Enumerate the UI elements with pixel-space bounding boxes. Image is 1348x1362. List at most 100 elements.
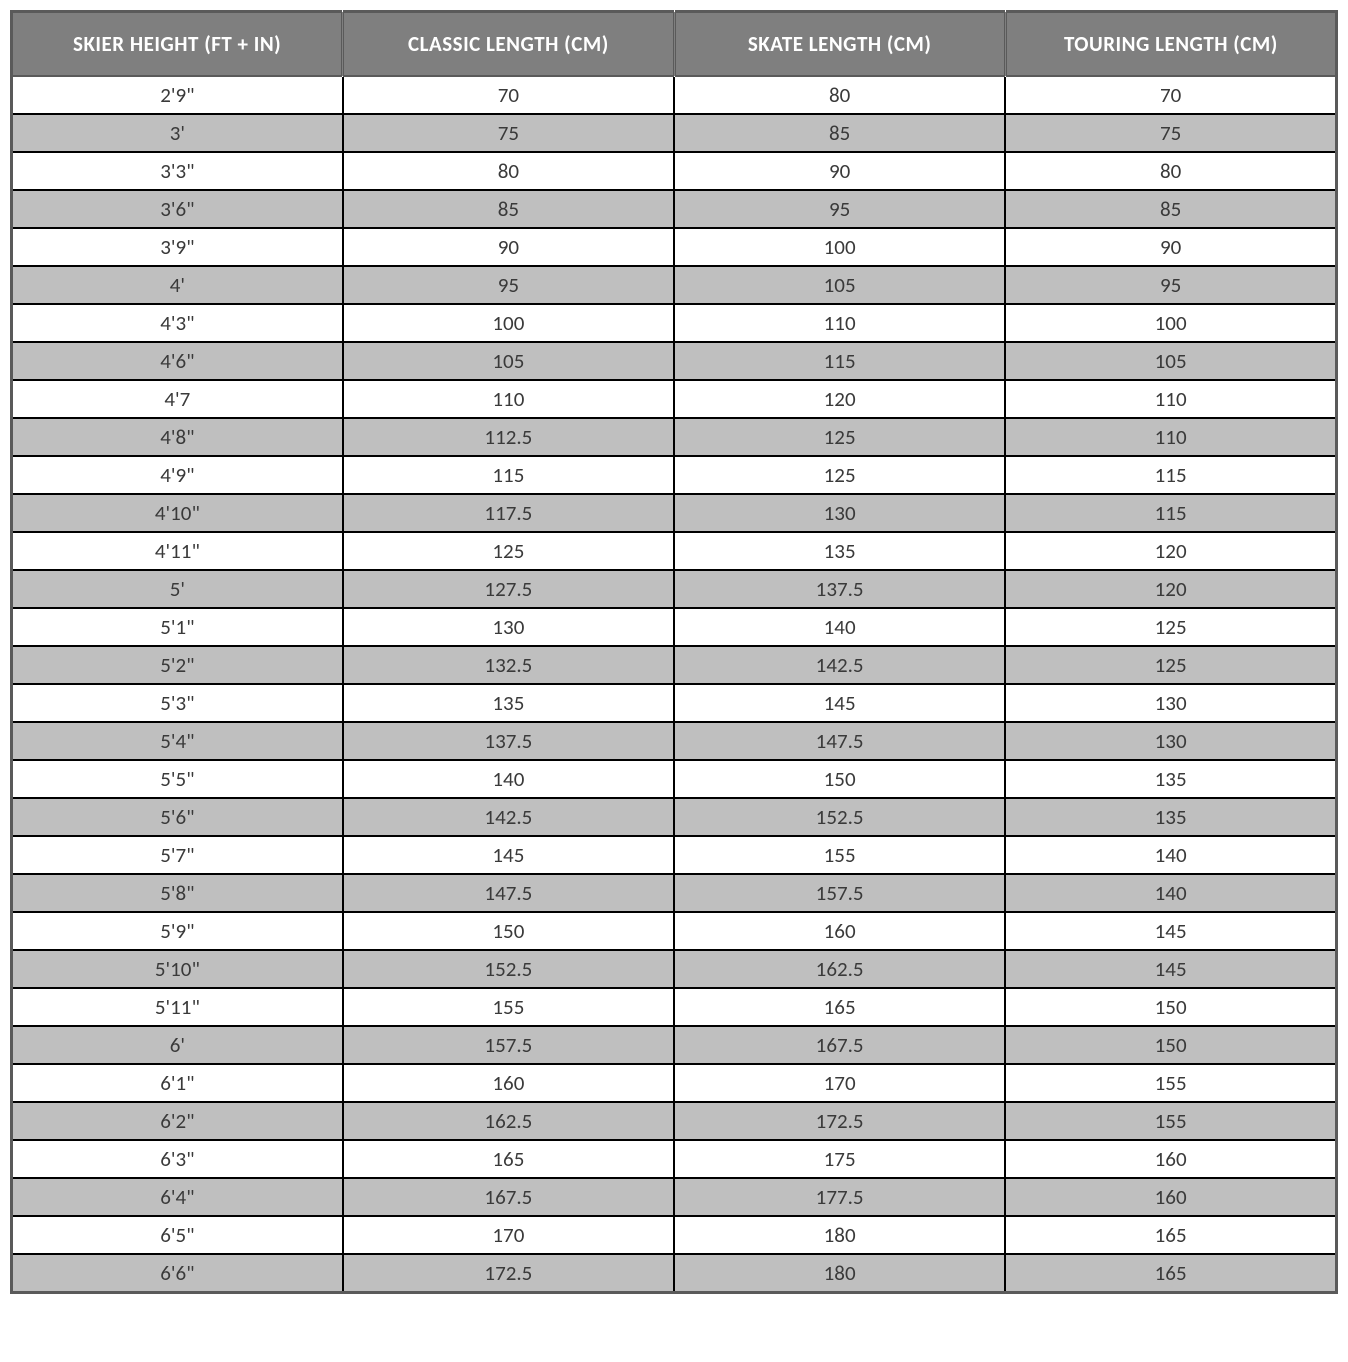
table-row: 5'5"140150135 [12,760,1337,798]
cell: 130 [343,608,674,646]
cell: 162.5 [343,1102,674,1140]
cell: 125 [674,456,1005,494]
table-row: 4'7110120110 [12,380,1337,418]
cell: 160 [1005,1140,1336,1178]
cell: 6'2" [12,1102,343,1140]
cell: 172.5 [343,1254,674,1293]
cell: 142.5 [674,646,1005,684]
cell: 140 [674,608,1005,646]
col-touring-length: TOURING LENGTH (CM) [1005,12,1336,77]
cell: 3'6" [12,190,343,228]
cell: 90 [1005,228,1336,266]
cell: 105 [1005,342,1336,380]
header-row: SKIER HEIGHT (FT + IN) CLASSIC LENGTH (C… [12,12,1337,77]
cell: 137.5 [343,722,674,760]
table-row: 6'1"160170155 [12,1064,1337,1102]
cell: 180 [674,1254,1005,1293]
cell: 6'3" [12,1140,343,1178]
cell: 135 [1005,760,1336,798]
cell: 6'1" [12,1064,343,1102]
cell: 162.5 [674,950,1005,988]
table-row: 5'10"152.5162.5145 [12,950,1337,988]
cell: 155 [1005,1102,1336,1140]
cell: 145 [343,836,674,874]
cell: 70 [1005,76,1336,114]
cell: 70 [343,76,674,114]
cell: 5'9" [12,912,343,950]
cell: 80 [674,76,1005,114]
cell: 160 [674,912,1005,950]
cell: 170 [674,1064,1005,1102]
cell: 115 [1005,456,1336,494]
cell: 110 [343,380,674,418]
cell: 130 [1005,684,1336,722]
cell: 110 [1005,418,1336,456]
cell: 4'10" [12,494,343,532]
cell: 147.5 [343,874,674,912]
cell: 85 [343,190,674,228]
table-row: 5'9"150160145 [12,912,1337,950]
table-row: 4'11"125135120 [12,532,1337,570]
cell: 110 [674,304,1005,342]
cell: 175 [674,1140,1005,1178]
table-row: 4'6"105115105 [12,342,1337,380]
cell: 115 [343,456,674,494]
cell: 157.5 [343,1026,674,1064]
cell: 150 [1005,1026,1336,1064]
cell: 5'3" [12,684,343,722]
cell: 5'11" [12,988,343,1026]
cell: 6'6" [12,1254,343,1293]
cell: 5'10" [12,950,343,988]
cell: 165 [1005,1216,1336,1254]
cell: 125 [674,418,1005,456]
cell: 80 [1005,152,1336,190]
cell: 180 [674,1216,1005,1254]
cell: 4'11" [12,532,343,570]
cell: 167.5 [674,1026,1005,1064]
cell: 135 [1005,798,1336,836]
cell: 4'7 [12,380,343,418]
cell: 120 [674,380,1005,418]
table-row: 3'3"809080 [12,152,1337,190]
table-row: 6'2"162.5172.5155 [12,1102,1337,1140]
cell: 145 [1005,912,1336,950]
cell: 130 [674,494,1005,532]
cell: 142.5 [343,798,674,836]
cell: 157.5 [674,874,1005,912]
cell: 95 [674,190,1005,228]
cell: 4' [12,266,343,304]
cell: 90 [343,228,674,266]
table-row: 5'11"155165150 [12,988,1337,1026]
cell: 105 [674,266,1005,304]
cell: 5' [12,570,343,608]
cell: 75 [1005,114,1336,152]
cell: 2'9" [12,76,343,114]
table-row: 5'3"135145130 [12,684,1337,722]
col-classic-length: CLASSIC LENGTH (CM) [343,12,674,77]
table-body: 2'9"7080703'7585753'3"8090803'6"8595853'… [12,76,1337,1293]
cell: 117.5 [343,494,674,532]
cell: 127.5 [343,570,674,608]
cell: 170 [343,1216,674,1254]
table-row: 5'7"145155140 [12,836,1337,874]
table-row: 6'4"167.5177.5160 [12,1178,1337,1216]
col-skier-height: SKIER HEIGHT (FT + IN) [12,12,343,77]
table-row: 3'9"9010090 [12,228,1337,266]
cell: 140 [343,760,674,798]
cell: 112.5 [343,418,674,456]
cell: 4'8" [12,418,343,456]
table-row: 5'4"137.5147.5130 [12,722,1337,760]
cell: 172.5 [674,1102,1005,1140]
cell: 110 [1005,380,1336,418]
table-row: 5'2"132.5142.5125 [12,646,1337,684]
cell: 5'2" [12,646,343,684]
cell: 100 [674,228,1005,266]
cell: 167.5 [343,1178,674,1216]
cell: 115 [1005,494,1336,532]
cell: 3'3" [12,152,343,190]
cell: 125 [343,532,674,570]
cell: 6'4" [12,1178,343,1216]
cell: 130 [1005,722,1336,760]
cell: 155 [1005,1064,1336,1102]
cell: 160 [343,1064,674,1102]
